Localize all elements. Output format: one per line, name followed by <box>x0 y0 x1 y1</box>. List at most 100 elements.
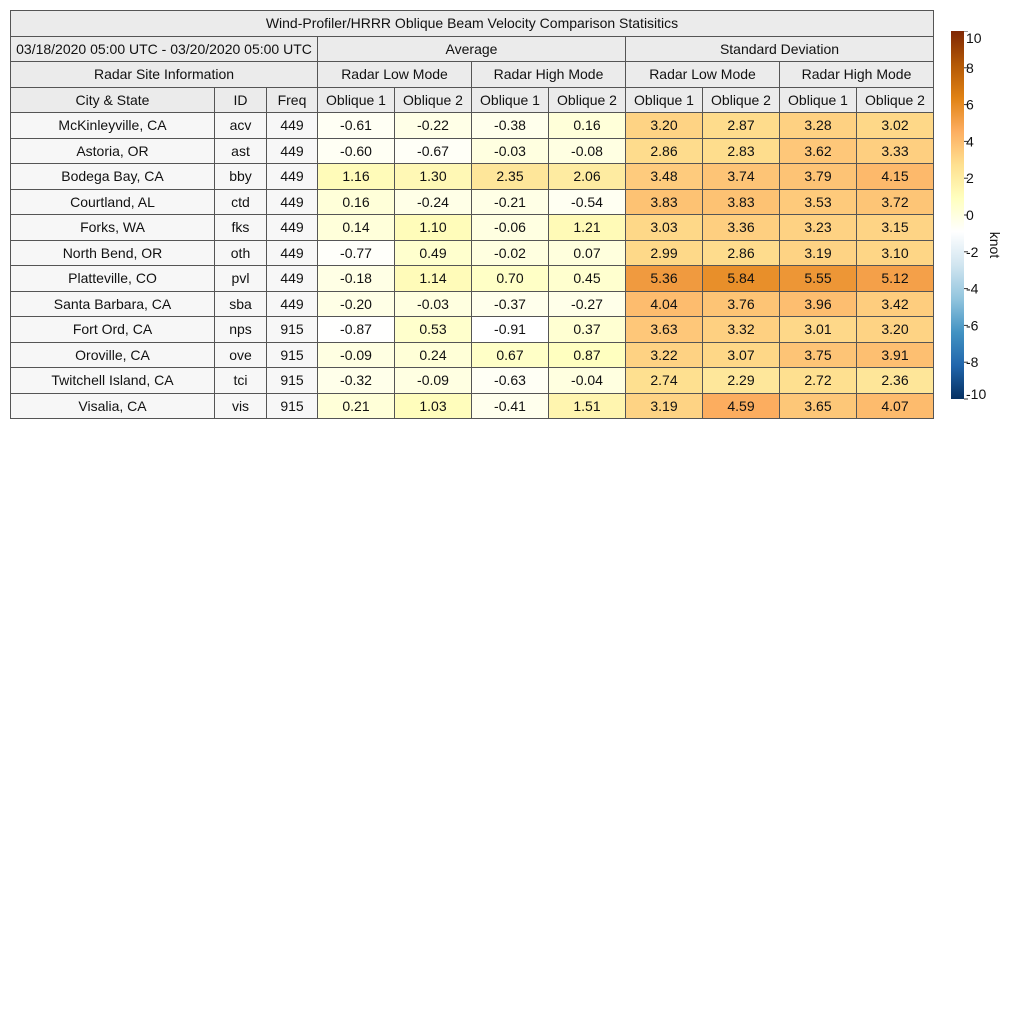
site-freq-cell: 915 <box>266 392 318 419</box>
value-cell-avg-high-oblique-2: 0.07 <box>548 239 626 266</box>
date-range: 03/18/2020 05:00 UTC - 03/20/2020 05:00 … <box>10 35 318 62</box>
colorbar-tick-label: 10 <box>966 31 982 46</box>
value-cell-avg-high-oblique-1: -0.38 <box>471 112 549 139</box>
value-cell-std-high-oblique-2: 3.91 <box>856 341 934 368</box>
colorbar-tick-label: 8 <box>966 60 974 76</box>
site-id-cell: ctd <box>214 188 267 215</box>
value-cell-std-low-oblique-1: 3.63 <box>625 316 703 343</box>
site-city-cell: Platteville, CO <box>10 265 215 292</box>
value-cell-avg-high-oblique-2: 0.16 <box>548 112 626 139</box>
column-header-std-high-oblique-2: Oblique 2 <box>856 86 934 113</box>
value-cell-std-low-oblique-1: 2.99 <box>625 239 703 266</box>
value-cell-std-low-oblique-2: 2.29 <box>702 367 780 394</box>
mode-row: Radar Site Information Radar Low Mode Ra… <box>10 61 934 88</box>
value-cell-avg-high-oblique-1: -0.91 <box>471 316 549 343</box>
value-cell-std-low-oblique-1: 3.19 <box>625 392 703 419</box>
value-cell-std-high-oblique-2: 3.42 <box>856 290 934 317</box>
site-id-cell: sba <box>214 290 267 317</box>
table-row: Santa Barbara, CA sba 449 -0.20 -0.03 -0.37 -0… <box>10 290 934 317</box>
site-id-cell: bby <box>214 163 267 190</box>
value-cell-avg-high-oblique-2: 0.37 <box>548 316 626 343</box>
site-id-cell: tci <box>214 367 267 394</box>
column-header-avg-high-oblique-1: Oblique 1 <box>471 86 549 113</box>
value-cell-avg-high-oblique-1: 2.35 <box>471 163 549 190</box>
value-cell-avg-high-oblique-2: -0.04 <box>548 367 626 394</box>
colorbar-tick-label: 4 <box>966 133 974 149</box>
value-cell-std-low-oblique-2: 3.74 <box>702 163 780 190</box>
site-id-cell: acv <box>214 112 267 139</box>
site-freq-cell: 449 <box>266 239 318 266</box>
value-cell-avg-low-oblique-2: -0.24 <box>394 188 472 215</box>
value-cell-std-low-oblique-1: 3.22 <box>625 341 703 368</box>
value-cell-std-high-oblique-1: 3.28 <box>779 112 857 139</box>
table-row: Twitchell Island, CA tci 915 -0.32 -0.09 -0.6… <box>10 367 934 394</box>
colorbar-tick-label: -4 <box>966 281 979 297</box>
value-cell-avg-high-oblique-2: 0.87 <box>548 341 626 368</box>
value-cell-std-high-oblique-1: 3.96 <box>779 290 857 317</box>
table-body: Wind-Profiler/HRRR Oblique Beam Velocity… <box>10 10 934 419</box>
site-freq-cell: 449 <box>266 188 318 215</box>
site-city-cell: Courtland, AL <box>10 188 215 215</box>
site-id-cell: pvl <box>214 265 267 292</box>
value-cell-std-high-oblique-2: 5.12 <box>856 265 934 292</box>
colorbar-tick-label: 6 <box>966 97 974 113</box>
colorbar-tick-label: 2 <box>966 170 974 186</box>
value-cell-avg-high-oblique-2: -0.08 <box>548 137 626 164</box>
value-cell-std-high-oblique-2: 3.20 <box>856 316 934 343</box>
value-cell-avg-high-oblique-1: -0.03 <box>471 137 549 164</box>
value-cell-avg-low-oblique-2: 1.10 <box>394 214 472 241</box>
value-cell-avg-low-oblique-2: -0.09 <box>394 367 472 394</box>
site-freq-cell: 915 <box>266 367 318 394</box>
colorbar: 10 8 6 4 2 0 -2 -4 -6 -8 -10 knot <box>951 31 1003 401</box>
value-cell-std-high-oblique-2: 3.15 <box>856 214 934 241</box>
value-cell-avg-low-oblique-1: -0.18 <box>317 265 395 292</box>
colorbar-tick-label: 0 <box>966 207 974 223</box>
value-cell-avg-low-oblique-1: -0.32 <box>317 367 395 394</box>
column-header-city: City & State <box>10 86 215 113</box>
site-freq-cell: 449 <box>266 290 318 317</box>
column-header-freq: Freq <box>266 86 318 113</box>
value-cell-std-high-oblique-1: 2.72 <box>779 367 857 394</box>
table-row: Oroville, CA ove 915 -0.09 0.24 0.67 0.87 3.22 3… <box>10 341 934 368</box>
colorbar-tick-label: -2 <box>966 244 979 260</box>
value-cell-avg-high-oblique-1: -0.63 <box>471 367 549 394</box>
value-cell-std-high-oblique-1: 5.55 <box>779 265 857 292</box>
column-header-avg-low-oblique-2: Oblique 2 <box>394 86 472 113</box>
value-cell-std-low-oblique-2: 3.32 <box>702 316 780 343</box>
value-cell-std-low-oblique-2: 2.87 <box>702 112 780 139</box>
site-id-cell: nps <box>214 316 267 343</box>
value-cell-std-low-oblique-2: 2.83 <box>702 137 780 164</box>
value-cell-avg-low-oblique-2: 1.30 <box>394 163 472 190</box>
average-group-header: Average <box>317 35 626 62</box>
value-cell-avg-low-oblique-1: -0.61 <box>317 112 395 139</box>
value-cell-std-low-oblique-2: 2.86 <box>702 239 780 266</box>
site-id-cell: ove <box>214 341 267 368</box>
column-header-std-high-oblique-1: Oblique 1 <box>779 86 857 113</box>
value-cell-avg-high-oblique-2: -0.27 <box>548 290 626 317</box>
value-cell-std-high-oblique-1: 3.19 <box>779 239 857 266</box>
colorbar-tick-label: -8 <box>966 354 979 370</box>
value-cell-avg-high-oblique-2: 1.51 <box>548 392 626 419</box>
value-cell-std-high-oblique-1: 3.62 <box>779 137 857 164</box>
table-row: Forks, WA fks 449 0.14 1.10 -0.06 1.21 3.03 3.36… <box>10 214 934 241</box>
value-cell-avg-high-oblique-1: -0.02 <box>471 239 549 266</box>
std-group-header: Standard Deviation <box>625 35 934 62</box>
colorbar-label: knot <box>987 232 1003 259</box>
avg-low-mode-header: Radar Low Mode <box>317 61 472 88</box>
value-cell-std-low-oblique-2: 3.76 <box>702 290 780 317</box>
site-id-cell: fks <box>214 214 267 241</box>
value-cell-std-high-oblique-2: 3.02 <box>856 112 934 139</box>
value-cell-avg-low-oblique-1: 1.16 <box>317 163 395 190</box>
statistics-table: Wind-Profiler/HRRR Oblique Beam Velocity… <box>10 10 934 419</box>
value-cell-avg-low-oblique-1: -0.87 <box>317 316 395 343</box>
table-row: McKinleyville, CA acv 449 -0.61 -0.22 -0.38 0.… <box>10 112 934 139</box>
site-freq-cell: 449 <box>266 112 318 139</box>
title-row: Wind-Profiler/HRRR Oblique Beam Velocity… <box>10 10 934 37</box>
site-city-cell: McKinleyville, CA <box>10 112 215 139</box>
site-city-cell: Bodega Bay, CA <box>10 163 215 190</box>
value-cell-std-low-oblique-1: 3.03 <box>625 214 703 241</box>
value-cell-avg-low-oblique-2: 0.49 <box>394 239 472 266</box>
column-header-std-low-oblique-2: Oblique 2 <box>702 86 780 113</box>
table-row: Bodega Bay, CA bby 449 1.16 1.30 2.35 2.06 3.48… <box>10 163 934 190</box>
value-cell-std-low-oblique-1: 4.04 <box>625 290 703 317</box>
